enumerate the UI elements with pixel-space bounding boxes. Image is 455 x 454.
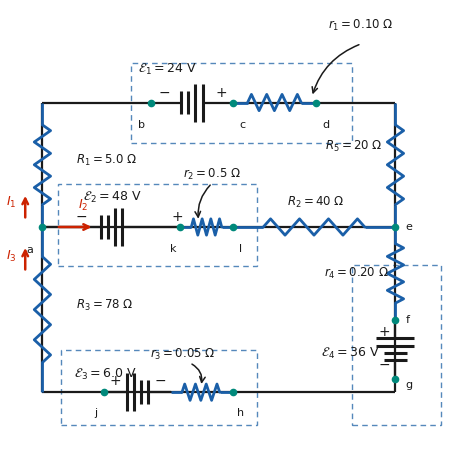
Text: $R_1 = 5.0\ \Omega$: $R_1 = 5.0\ \Omega$: [76, 153, 137, 168]
Text: $\mathcal{E}_2 = 48\ \mathrm{V}$: $\mathcal{E}_2 = 48\ \mathrm{V}$: [83, 190, 142, 205]
Text: b: b: [137, 120, 144, 130]
Text: g: g: [404, 380, 412, 390]
Text: a: a: [26, 245, 33, 255]
Text: $\mathcal{E}_3 = 6.0\ \mathrm{V}$: $\mathcal{E}_3 = 6.0\ \mathrm{V}$: [74, 366, 137, 382]
Text: $r_1 = 0.10\ \Omega$: $r_1 = 0.10\ \Omega$: [327, 18, 392, 33]
Text: $\mathcal{E}_1 = 24\ \mathrm{V}$: $\mathcal{E}_1 = 24\ \mathrm{V}$: [137, 62, 196, 77]
Text: −: −: [75, 210, 86, 224]
Text: $r_2 = 0.5\ \Omega$: $r_2 = 0.5\ \Omega$: [183, 167, 241, 182]
Text: $I_1$: $I_1$: [6, 195, 17, 210]
Text: h: h: [237, 408, 244, 418]
Text: $r_3 = 0.05\ \Omega$: $r_3 = 0.05\ \Omega$: [150, 347, 215, 362]
Text: l: l: [238, 244, 242, 254]
Text: $R_5 = 20\ \Omega$: $R_5 = 20\ \Omega$: [324, 139, 382, 154]
Text: f: f: [404, 315, 409, 325]
Text: $R_3 = 78\ \Omega$: $R_3 = 78\ \Omega$: [76, 297, 134, 313]
Text: $I_3$: $I_3$: [6, 249, 17, 264]
Text: $r_4 = 0.20\ \Omega$: $r_4 = 0.20\ \Omega$: [323, 266, 388, 281]
Text: $R_2 = 40\ \Omega$: $R_2 = 40\ \Omega$: [287, 195, 344, 210]
Text: +: +: [378, 326, 389, 340]
Text: +: +: [109, 374, 121, 388]
Text: −: −: [378, 358, 389, 372]
Text: e: e: [404, 222, 411, 232]
Text: j: j: [94, 408, 97, 418]
Bar: [131, 63, 352, 143]
Bar: [352, 266, 440, 425]
Text: $I_2$: $I_2$: [78, 198, 88, 213]
Text: k: k: [170, 244, 177, 254]
Text: c: c: [239, 120, 245, 130]
Bar: [58, 184, 257, 266]
Text: +: +: [215, 85, 227, 99]
Text: −: −: [158, 85, 170, 99]
Bar: [61, 350, 257, 425]
Text: −: −: [154, 374, 166, 388]
Text: $\mathcal{E}_4 = 36\ \mathrm{V}$: $\mathcal{E}_4 = 36\ \mathrm{V}$: [320, 346, 379, 361]
Text: +: +: [171, 210, 182, 224]
Text: d: d: [322, 120, 329, 130]
